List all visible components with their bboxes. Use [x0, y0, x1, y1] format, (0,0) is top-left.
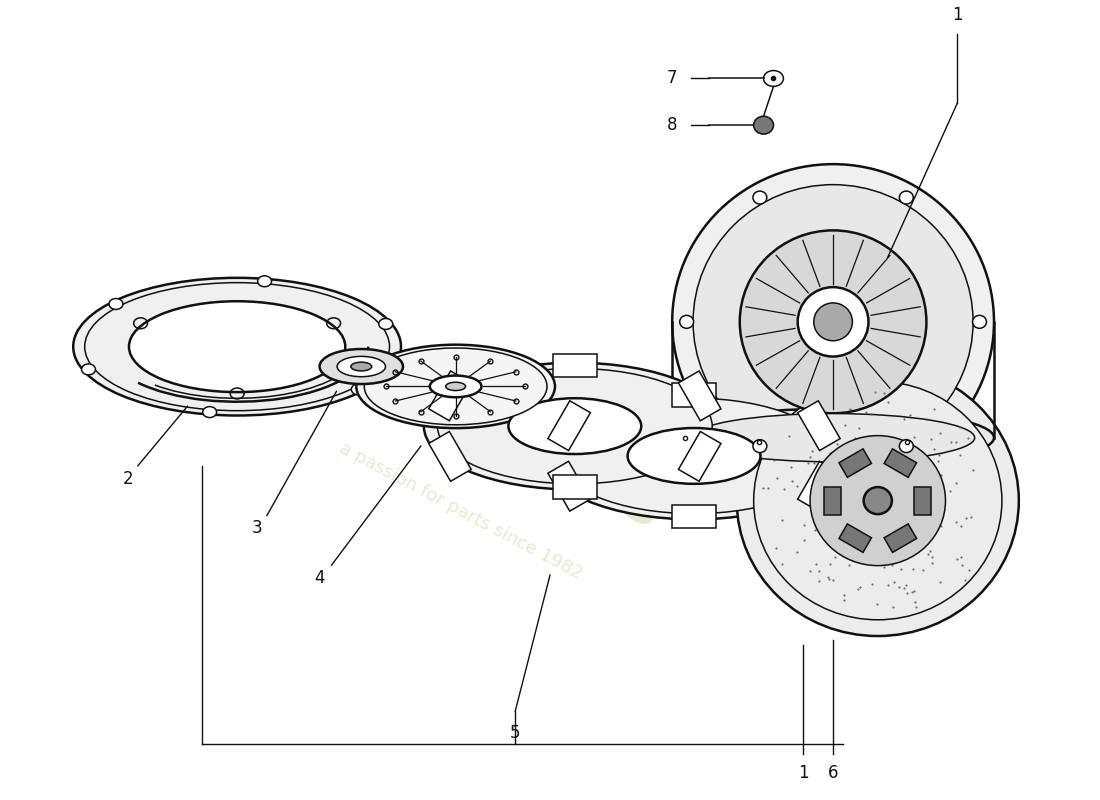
Polygon shape [429, 371, 471, 421]
Polygon shape [798, 462, 840, 511]
Polygon shape [672, 383, 716, 407]
Ellipse shape [692, 414, 975, 462]
Ellipse shape [109, 298, 123, 310]
Ellipse shape [628, 428, 760, 484]
Text: 1: 1 [952, 6, 962, 24]
Ellipse shape [680, 315, 694, 328]
Ellipse shape [81, 364, 96, 375]
Ellipse shape [351, 362, 372, 371]
Polygon shape [884, 449, 916, 478]
Ellipse shape [737, 366, 1019, 636]
Ellipse shape [543, 393, 845, 519]
Polygon shape [672, 505, 716, 529]
Ellipse shape [864, 487, 892, 514]
Polygon shape [884, 524, 916, 553]
Ellipse shape [257, 276, 272, 286]
Polygon shape [679, 431, 721, 482]
Ellipse shape [202, 406, 217, 418]
Polygon shape [679, 371, 721, 421]
Ellipse shape [351, 384, 365, 395]
Ellipse shape [430, 375, 482, 398]
Ellipse shape [814, 303, 852, 341]
Ellipse shape [672, 409, 994, 466]
Ellipse shape [740, 230, 926, 414]
Text: 4: 4 [315, 569, 324, 587]
Ellipse shape [320, 349, 403, 384]
Text: 6: 6 [828, 764, 838, 782]
Ellipse shape [446, 382, 465, 390]
Ellipse shape [74, 278, 402, 415]
Ellipse shape [693, 185, 974, 459]
Text: a passion for parts since 1982: a passion for parts since 1982 [336, 438, 585, 582]
Ellipse shape [754, 382, 1002, 620]
Text: 1: 1 [798, 764, 808, 782]
Polygon shape [429, 431, 471, 482]
Ellipse shape [378, 318, 393, 330]
Ellipse shape [754, 116, 773, 134]
Ellipse shape [85, 282, 389, 410]
Ellipse shape [356, 345, 556, 428]
Text: eurocarparts: eurocarparts [289, 302, 672, 540]
Text: 5: 5 [510, 724, 520, 742]
Ellipse shape [438, 369, 712, 484]
Polygon shape [553, 354, 596, 378]
Ellipse shape [900, 440, 913, 453]
Ellipse shape [752, 191, 767, 204]
Ellipse shape [900, 191, 913, 204]
Ellipse shape [129, 302, 345, 392]
Polygon shape [824, 486, 842, 514]
Polygon shape [548, 462, 591, 511]
Polygon shape [798, 401, 840, 450]
Ellipse shape [557, 398, 832, 514]
Ellipse shape [752, 440, 767, 453]
Ellipse shape [424, 362, 726, 490]
Ellipse shape [337, 356, 385, 377]
Polygon shape [839, 524, 871, 553]
Ellipse shape [508, 398, 641, 454]
Ellipse shape [972, 315, 987, 328]
Ellipse shape [798, 287, 869, 357]
Ellipse shape [672, 164, 994, 479]
Text: 8: 8 [667, 116, 678, 134]
Text: 3: 3 [252, 519, 262, 538]
Polygon shape [553, 474, 596, 498]
Ellipse shape [810, 436, 946, 566]
Ellipse shape [364, 348, 547, 425]
Polygon shape [914, 486, 932, 514]
Text: 7: 7 [667, 70, 678, 87]
Polygon shape [548, 401, 591, 450]
Text: 2: 2 [122, 470, 133, 488]
Polygon shape [839, 449, 871, 478]
